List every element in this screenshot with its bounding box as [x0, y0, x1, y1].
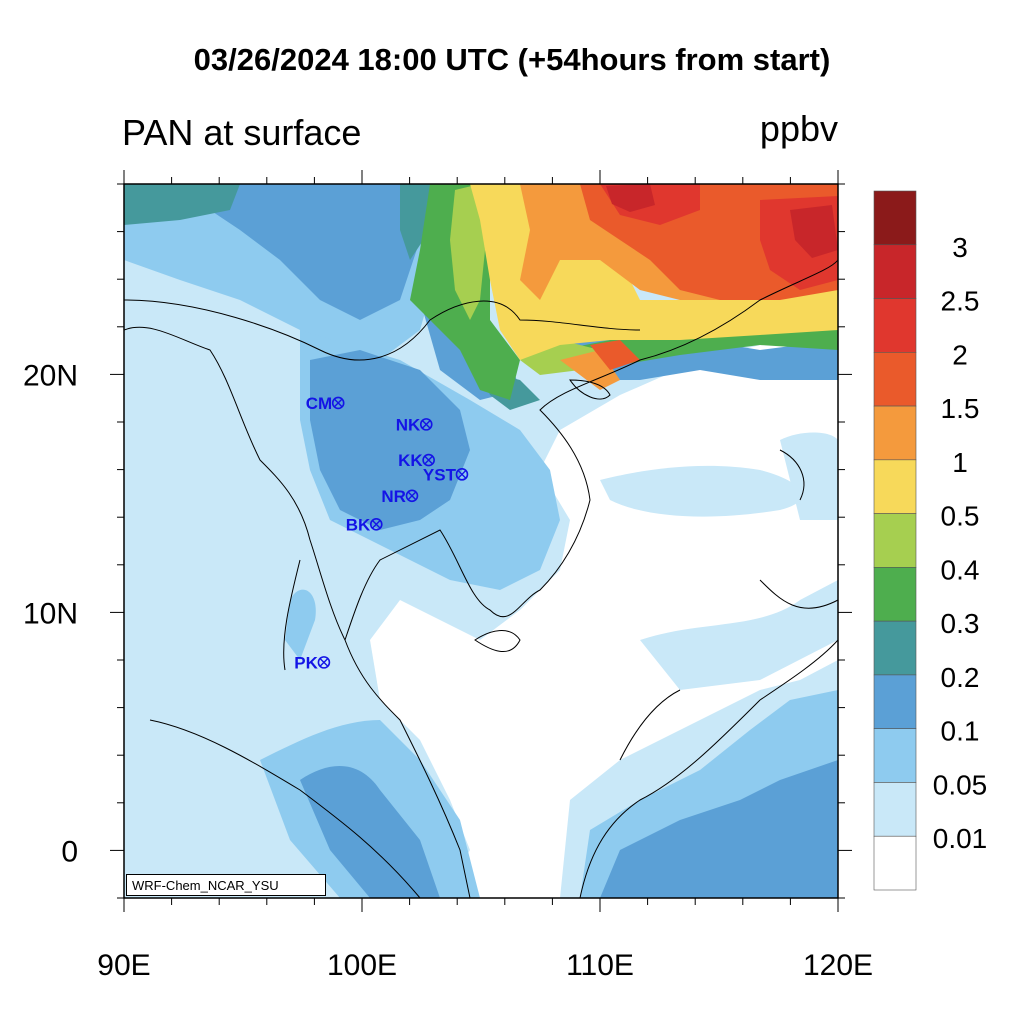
colorbar-swatch — [873, 567, 917, 622]
colorbar-label: 1 — [952, 447, 968, 478]
colorbar-label: 0.01 — [933, 823, 988, 854]
station-nk: NK — [396, 415, 433, 434]
x-tick-label: 120E — [803, 949, 873, 982]
station-marker-icon — [455, 468, 469, 481]
variable-label: PAN at surface — [122, 112, 362, 153]
colorbar-swatch — [873, 352, 917, 407]
station-marker-icon — [331, 396, 345, 410]
station-marker-icon — [317, 656, 331, 669]
colorbar-label: 2.5 — [941, 286, 980, 317]
x-tick-label: 90E — [97, 949, 150, 982]
station-label: YST — [423, 465, 457, 484]
colorbar-swatch — [873, 513, 917, 568]
x-tick-label: 100E — [327, 949, 397, 982]
colorbar-swatch — [873, 298, 917, 353]
colorbar-label: 3 — [952, 232, 968, 263]
colorbar-swatch — [873, 405, 917, 461]
model-credit: WRF-Chem_NCAR_YSU — [126, 874, 326, 896]
colorbar-swatch — [873, 782, 917, 837]
colorbar-label: 0.5 — [941, 501, 980, 532]
y-tick-label: 0 — [61, 835, 78, 868]
station-label: BK — [346, 515, 371, 534]
station-bk: BK — [346, 515, 383, 534]
colorbar-swatch — [873, 459, 917, 514]
station-label: KK — [398, 451, 423, 470]
station-marker-icon — [369, 518, 383, 531]
station-label: NR — [381, 487, 406, 506]
coastlines — [124, 259, 838, 898]
colorbar-swatch — [873, 620, 917, 676]
colorbar-label: 1.5 — [941, 393, 980, 424]
station-pk: PK — [294, 653, 331, 672]
y-tick-label: 10N — [23, 597, 78, 630]
station-yst: YST — [423, 465, 469, 484]
colorbar-swatch — [873, 244, 917, 299]
station-marker-icon — [419, 418, 433, 431]
station-label: CM — [306, 394, 332, 413]
colorbar-swatch — [873, 728, 917, 783]
station-nr: NR — [381, 487, 419, 506]
colorbar-label: 0.1 — [941, 716, 980, 747]
colorbar-label: 0.05 — [933, 769, 988, 800]
colorbar-label: 0.3 — [941, 608, 980, 639]
station-label: NK — [396, 415, 421, 434]
station-marker-icon — [422, 453, 435, 467]
station-label: PK — [294, 653, 318, 672]
plot-title: 03/26/2024 18:00 UTC (+54hours from star… — [193, 42, 831, 77]
x-tick-label: 110E — [566, 949, 634, 982]
colorbar-label: 0.2 — [941, 662, 980, 693]
units-label: ppbv — [759, 108, 838, 149]
colorbar-label: 0.4 — [941, 554, 980, 585]
colorbar-swatch — [873, 190, 917, 246]
station-cm: CM — [306, 394, 345, 413]
y-tick-label: 20N — [23, 359, 78, 392]
station-kk: KK — [398, 451, 435, 470]
colorbar-swatch — [873, 674, 917, 729]
colorbar: 3 2.5 2 1.5 1 0.5 0.4 0.3 0.2 0.1 0.05 0.01 — [873, 190, 988, 891]
colorbar-swatch — [873, 835, 917, 891]
map-axes: 90E 100E 110E 120E 20N 10N 0 — [23, 170, 873, 982]
map-frame — [123, 183, 839, 899]
colorbar-label: 2 — [952, 339, 968, 370]
station-marker-icon — [405, 489, 419, 503]
concentration-field — [124, 184, 838, 898]
